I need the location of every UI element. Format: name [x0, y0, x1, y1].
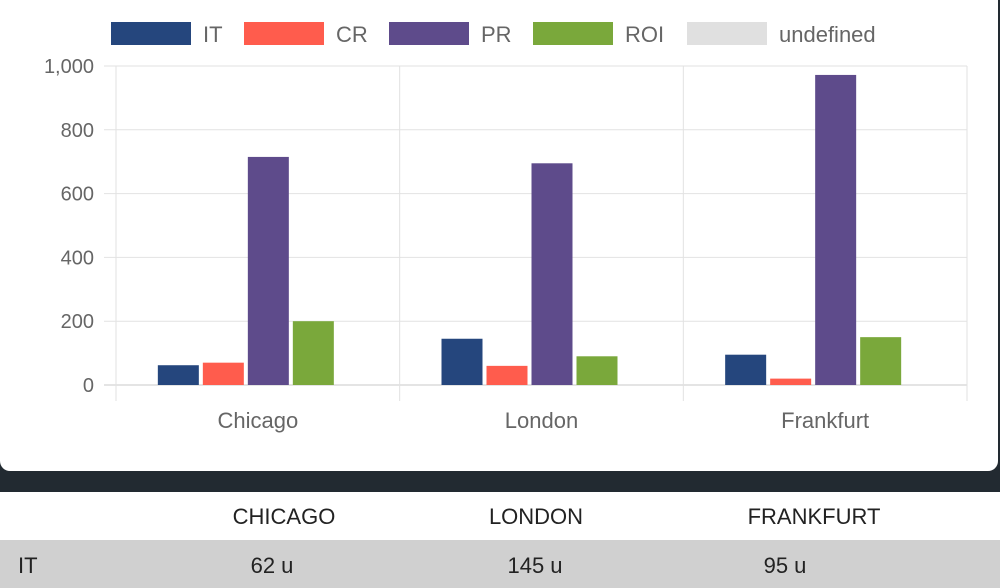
- y-tick-label: 400: [61, 247, 94, 269]
- bar-roi: [576, 356, 618, 385]
- legend-label: undefined: [779, 22, 876, 47]
- legend-swatch-it: [111, 22, 191, 45]
- y-tick-label: 800: [61, 120, 94, 142]
- bar-pr: [247, 156, 289, 385]
- table-cell: 145 u: [507, 553, 563, 578]
- column-header-frankfurt: FRANKFURT: [747, 504, 881, 529]
- legend-swatch-undefined: [687, 22, 767, 45]
- bar-it: [725, 354, 767, 385]
- bar-cr: [202, 362, 244, 385]
- column-header-london: LONDON: [488, 504, 584, 529]
- x-tick-label: London: [505, 408, 578, 433]
- table-cell: 95 u: [763, 553, 807, 578]
- data-table: CHICAGO LONDON FRANKFURT IT 62 u 145 u 9…: [0, 492, 1000, 588]
- table-header-row: CHICAGO LONDON FRANKFURT: [0, 492, 1000, 540]
- bar-chart: 0 200 400 600 800 1,000 Chicago London Frankfurt…: [44, 22, 968, 433]
- y-tick-label: 1,000: [44, 56, 94, 78]
- legend-swatch-roi: [533, 22, 613, 45]
- y-tick-label: 200: [61, 311, 94, 333]
- y-tick-label: 600: [61, 184, 94, 206]
- legend-label: IT: [203, 22, 223, 47]
- bar-cr: [486, 365, 528, 385]
- row-label: IT: [18, 553, 38, 578]
- x-tick-label: Chicago: [217, 408, 298, 433]
- bar-pr: [815, 74, 857, 385]
- bar-cr: [770, 378, 812, 385]
- legend-swatch-cr: [244, 22, 324, 45]
- column-header-chicago: CHICAGO: [232, 504, 336, 529]
- bar-roi: [860, 337, 902, 385]
- bar-pr: [531, 163, 573, 385]
- legend-label: PR: [481, 22, 512, 47]
- legend-swatch-pr: [389, 22, 469, 45]
- bar-it: [157, 365, 199, 385]
- table-cell: 62 u: [250, 553, 294, 578]
- chart-card: 0 200 400 600 800 1,000 Chicago London Frankfurt…: [0, 0, 998, 471]
- bar-roi: [292, 321, 334, 385]
- bar-it: [441, 338, 483, 385]
- x-tick-label: Frankfurt: [781, 408, 869, 433]
- table-row: IT 62 u 145 u 95 u: [0, 540, 1000, 588]
- legend-label: CR: [336, 22, 368, 47]
- legend-label: ROI: [625, 22, 664, 47]
- y-tick-label: 0: [83, 375, 94, 397]
